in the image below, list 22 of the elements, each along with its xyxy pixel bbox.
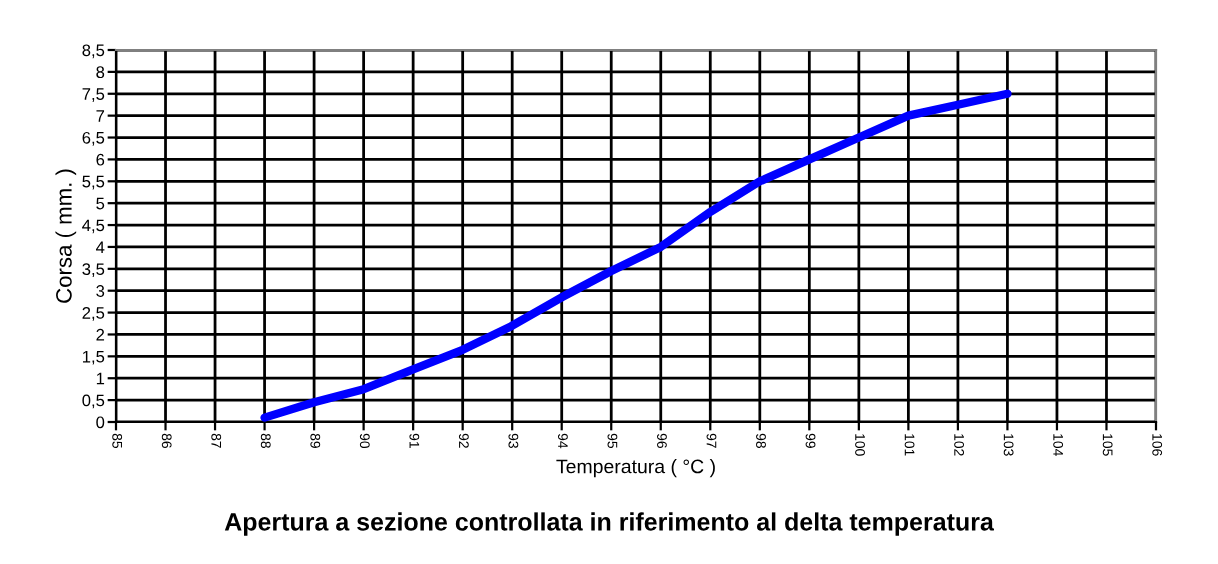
x-axis-title: Temperatura ( °C ) — [556, 459, 715, 478]
y-tick-label: 0,5 — [82, 394, 105, 409]
y-tick-label: 8 — [96, 66, 105, 79]
y-tick-label: 0 — [96, 416, 105, 429]
y-axis-title: Corsa ( mm. ) — [55, 169, 77, 303]
y-tick-label: 2 — [96, 328, 105, 341]
y-tick-label: 7,5 — [82, 88, 105, 102]
y-tick-label: 6,5 — [82, 131, 105, 146]
y-tick-label: 1,5 — [82, 350, 105, 365]
y-tick-label: 8,5 — [82, 44, 105, 59]
y-tick-label: 3,5 — [82, 263, 105, 277]
y-tick-label: 4,5 — [82, 219, 105, 234]
y-tick-label: 5 — [96, 197, 105, 210]
text: Apertura a sezione controllata in riferimento al delta temperatura — [224, 512, 994, 536]
y-tick-label: 1 — [96, 372, 105, 385]
y-tick-label: 3 — [96, 285, 105, 297]
line-series — [260, 89, 1012, 422]
y-tick-label: 5,5 — [82, 175, 105, 190]
y-tick-label: 4 — [96, 241, 105, 253]
y-tick-label: 2,5 — [82, 306, 105, 321]
y-tick-label: 7 — [96, 110, 105, 122]
y-tick-label: 6 — [96, 153, 105, 166]
